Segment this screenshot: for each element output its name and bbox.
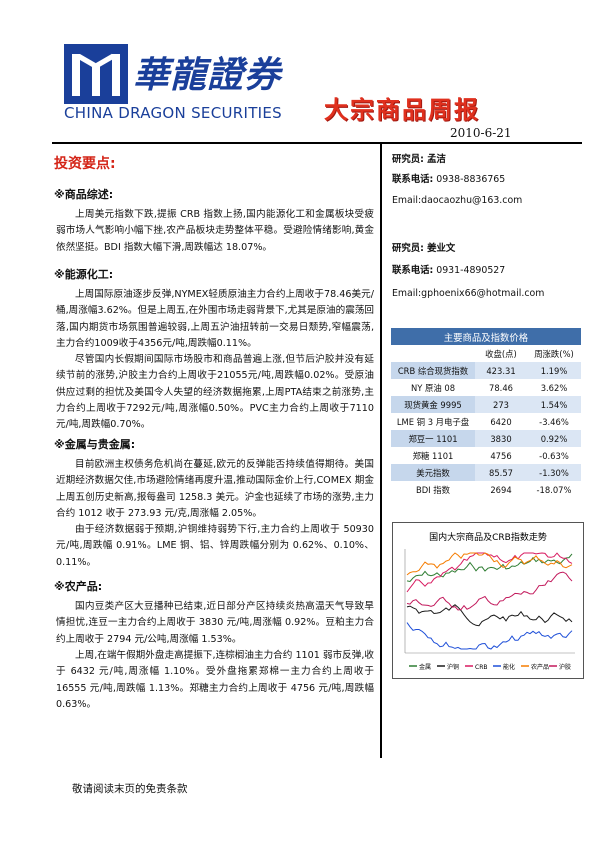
table-header-close: 收盘(点): [485, 348, 517, 359]
table-title: 主要商品及指数价格: [391, 328, 581, 345]
commodity-price-table: 主要商品及指数价格 收盘(点) 周涨跌(%) CRB 综合现货指数 423.31…: [391, 328, 581, 498]
commodity-trend-chart: 国内大宗商品及CRB指数走势 金属 沪铜 CRB 能化 农产品 沪胶: [392, 522, 584, 679]
legend-label: 沪胶: [559, 663, 571, 671]
company-logo-chinese: 華龍證券: [133, 54, 282, 96]
metals-paragraph-2: 由于经济数据弱于预期,沪铜维持弱势下行,主力合约上周收于 50930 元/吨,周…: [56, 524, 374, 568]
chart-series-line: [406, 553, 573, 583]
legend-label: CRB: [475, 664, 487, 671]
commodity-trend-chart-svg: 国内大宗商品及CRB指数走势 金属 沪铜 CRB 能化 农产品 沪胶: [404, 531, 575, 671]
column-divider: [380, 144, 382, 758]
section-heading-overview: ※商品综述:: [54, 188, 114, 201]
company-logo-english: CHINA DRAGON SECURITIES: [64, 104, 282, 122]
legend-label: 农产品: [531, 663, 549, 671]
analyst-1-name: 研究员: 孟洁: [392, 154, 446, 165]
section-heading-metals: ※金属与贵金属:: [54, 438, 136, 451]
header-divider: [52, 142, 582, 144]
chart-series-line: [406, 622, 573, 650]
company-logo-mark: [64, 44, 128, 104]
energy-paragraph-2: 尽管国内长假期间国际市场股市和商品普遍上涨,但节后沪胶并没有延续节前的涨势,沪胶…: [56, 354, 374, 431]
chart-series-line: [406, 604, 573, 627]
energy-paragraph-1: 上周国际原油逐步反弹,NYMEX轻质原油主力合约上周收于78.46美元/桶,周涨…: [56, 289, 374, 349]
chart-title: 国内大宗商品及CRB指数走势: [429, 531, 547, 543]
agriculture-paragraph-1: 国内豆类产区大豆播种已结束,近日部分产区持续炎热高温天气导致旱情担忧,连豆一主力…: [56, 601, 374, 645]
legend-label: 金属: [419, 663, 431, 671]
chart-series-group: [406, 552, 573, 650]
analyst-2-phone: 联系电话: 0931-4890527: [392, 265, 506, 276]
agriculture-paragraph-2: 上周,在端午假期外盘走高提振下,连棕榈油主力合约 1101 弱市反弹,收于 64…: [56, 650, 374, 710]
investment-highlights-title: 投资要点:: [54, 156, 116, 172]
overview-paragraph: 上周美元指数下跌,提振 CRB 指数上扬,国内能源化工和金属板块受疲弱市场人气影…: [56, 209, 374, 253]
table-header-change: 周涨跌(%): [534, 348, 574, 359]
chart-legend: 金属 沪铜 CRB 能化 农产品 沪胶: [409, 663, 571, 671]
table-row: LME 铜 3 月电子盘 6420 -3.46%: [396, 416, 569, 427]
chart-series-line: [406, 571, 573, 611]
analyst-1-email[interactable]: Email:daocaozhu@163.com: [392, 195, 523, 206]
disclaimer-notice: 敬请阅读末页的免责条款: [72, 783, 188, 795]
chart-series-line: [406, 552, 573, 593]
table-row: 美元指数 85.57 -1.30%: [391, 464, 581, 481]
table-row: 郑糖 1101 4756 -0.63%: [412, 450, 569, 461]
section-heading-agriculture: ※农产品:: [54, 580, 103, 593]
table-row: CRB 综合现货指数 423.31 1.19%: [391, 362, 581, 379]
report-title: 大宗商品周报: [324, 96, 480, 124]
table-row: NY 原油 08 78.46 3.62%: [410, 382, 568, 393]
legend-label: 沪铜: [447, 663, 459, 671]
table-header-blank: [391, 345, 475, 362]
metals-paragraph-1: 目前欧洲主权债务危机尚在蔓延,欧元的反弹能否持续值得期待。美国近期经济数据欠佳,…: [56, 459, 374, 519]
analyst-1-phone: 联系电话: 0938-8836765: [392, 174, 506, 185]
section-heading-energy: ※能源化工:: [54, 268, 114, 281]
legend-label: 能化: [503, 663, 515, 671]
table-row: 现货黄金 9995 273 1.54%: [391, 396, 581, 413]
analyst-2-name: 研究员: 姜业文: [392, 243, 456, 254]
table-row: 郑豆一 1101 3830 0.92%: [391, 430, 581, 447]
chart-series-line: [406, 552, 573, 576]
report-date: 2010-6-21: [450, 126, 512, 140]
analyst-2-email[interactable]: Email:gphoenix66@hotmail.com: [392, 288, 545, 299]
table-row: BDI 指数 2694 -18.07%: [415, 484, 572, 495]
